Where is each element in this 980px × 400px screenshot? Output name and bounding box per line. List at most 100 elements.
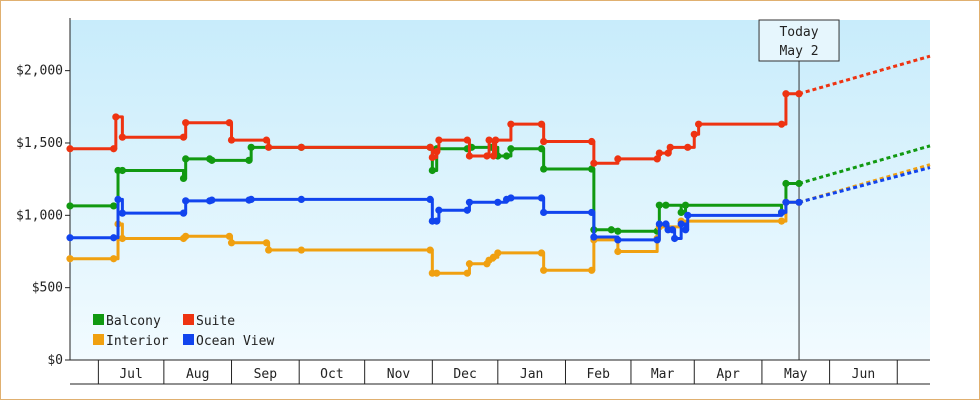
data-point-balcony[interactable]: [782, 179, 790, 188]
data-point-ocean-view[interactable]: [433, 217, 441, 225]
data-point-ocean-view[interactable]: [110, 234, 118, 242]
data-point-interior[interactable]: [225, 232, 233, 240]
data-point-suite[interactable]: [483, 152, 491, 160]
data-point-interior[interactable]: [489, 253, 498, 261]
data-point-suite[interactable]: [664, 149, 672, 157]
data-point-ocean-view[interactable]: [463, 206, 471, 214]
data-point-ocean-view[interactable]: [507, 194, 515, 202]
data-point-balcony[interactable]: [182, 155, 190, 163]
data-point-suite[interactable]: [540, 137, 548, 146]
data-point-suite[interactable]: [655, 149, 663, 157]
data-point-balcony[interactable]: [607, 226, 615, 234]
data-point-ocean-view[interactable]: [588, 208, 596, 217]
data-point-balcony[interactable]: [681, 201, 690, 209]
data-point-balcony[interactable]: [540, 165, 548, 173]
data-point-suite[interactable]: [588, 137, 596, 146]
data-point-balcony[interactable]: [118, 166, 126, 175]
data-point-ocean-view[interactable]: [677, 220, 685, 228]
data-point-ocean-view[interactable]: [537, 194, 546, 202]
data-point-suite[interactable]: [537, 120, 546, 128]
data-point-ocean-view[interactable]: [653, 236, 661, 244]
data-point-suite[interactable]: [179, 133, 188, 141]
data-point-suite[interactable]: [684, 143, 692, 151]
data-point-suite[interactable]: [428, 153, 436, 162]
data-point-balcony[interactable]: [507, 145, 515, 153]
data-point-ocean-view[interactable]: [668, 226, 677, 234]
data-point-suite[interactable]: [666, 143, 674, 151]
data-point-suite[interactable]: [465, 152, 474, 160]
data-point-ocean-view[interactable]: [247, 195, 255, 204]
data-point-suite[interactable]: [653, 155, 661, 163]
data-point-ocean-view[interactable]: [465, 198, 474, 206]
data-point-balcony[interactable]: [677, 208, 685, 217]
data-point-interior[interactable]: [537, 249, 546, 257]
data-point-ocean-view[interactable]: [655, 220, 663, 228]
data-point-interior[interactable]: [182, 232, 190, 240]
data-point-suite[interactable]: [782, 90, 790, 98]
data-point-interior[interactable]: [297, 246, 305, 254]
data-point-suite[interactable]: [590, 159, 598, 167]
data-point-suite[interactable]: [112, 113, 120, 121]
data-point-suite[interactable]: [777, 120, 786, 128]
data-point-interior[interactable]: [588, 266, 596, 274]
data-point-interior[interactable]: [265, 246, 273, 254]
data-point-suite[interactable]: [690, 130, 698, 138]
data-point-balcony[interactable]: [179, 174, 188, 183]
data-point-suite[interactable]: [225, 119, 233, 127]
data-point-suite[interactable]: [426, 143, 434, 151]
data-point-suite[interactable]: [435, 136, 443, 144]
data-point-suite[interactable]: [297, 143, 305, 151]
data-point-ocean-view[interactable]: [297, 195, 305, 204]
data-point-suite[interactable]: [489, 152, 498, 160]
data-point-ocean-view[interactable]: [795, 198, 803, 206]
data-point-interior[interactable]: [110, 255, 118, 263]
data-point-ocean-view[interactable]: [540, 208, 548, 217]
data-point-interior[interactable]: [118, 234, 126, 243]
data-point-ocean-view[interactable]: [435, 206, 443, 214]
data-point-suite[interactable]: [795, 90, 803, 98]
data-point-ocean-view[interactable]: [118, 209, 126, 217]
data-point-balcony[interactable]: [662, 201, 670, 209]
data-point-balcony[interactable]: [66, 202, 74, 210]
data-point-interior[interactable]: [465, 260, 474, 268]
data-point-balcony[interactable]: [245, 156, 253, 164]
data-point-balcony[interactable]: [502, 152, 511, 160]
data-point-ocean-view[interactable]: [590, 233, 598, 241]
data-point-ocean-view[interactable]: [614, 236, 622, 244]
data-point-suite[interactable]: [265, 143, 273, 151]
data-point-interior[interactable]: [262, 239, 271, 247]
data-point-interior[interactable]: [433, 269, 441, 277]
data-point-suite[interactable]: [614, 155, 622, 163]
data-point-suite[interactable]: [227, 136, 236, 144]
data-point-ocean-view[interactable]: [681, 226, 690, 234]
data-point-suite[interactable]: [66, 145, 74, 153]
data-point-ocean-view[interactable]: [684, 211, 692, 219]
data-point-interior[interactable]: [426, 246, 434, 254]
data-point-balcony[interactable]: [537, 145, 546, 153]
data-point-ocean-view[interactable]: [208, 196, 216, 204]
data-point-suite[interactable]: [110, 145, 118, 153]
data-point-interior[interactable]: [227, 239, 236, 247]
data-point-suite[interactable]: [507, 120, 515, 128]
data-point-suite[interactable]: [492, 136, 500, 144]
data-point-balcony[interactable]: [208, 156, 216, 164]
data-point-suite[interactable]: [695, 120, 703, 128]
data-point-ocean-view[interactable]: [179, 209, 188, 217]
data-point-interior[interactable]: [614, 247, 622, 256]
data-point-balcony[interactable]: [588, 165, 596, 173]
data-point-interior[interactable]: [66, 255, 74, 263]
data-point-suite[interactable]: [485, 136, 493, 144]
data-point-balcony[interactable]: [795, 179, 803, 188]
data-point-suite[interactable]: [433, 148, 441, 156]
data-point-interior[interactable]: [777, 217, 786, 225]
data-point-suite[interactable]: [262, 136, 271, 144]
data-point-ocean-view[interactable]: [426, 195, 434, 204]
data-point-ocean-view[interactable]: [182, 197, 190, 205]
data-point-balcony[interactable]: [247, 143, 255, 151]
data-point-ocean-view[interactable]: [66, 234, 74, 242]
data-point-suite[interactable]: [118, 133, 126, 141]
data-point-balcony[interactable]: [110, 202, 118, 210]
data-point-ocean-view[interactable]: [782, 198, 790, 206]
data-point-ocean-view[interactable]: [777, 208, 786, 217]
data-point-balcony[interactable]: [428, 166, 436, 175]
